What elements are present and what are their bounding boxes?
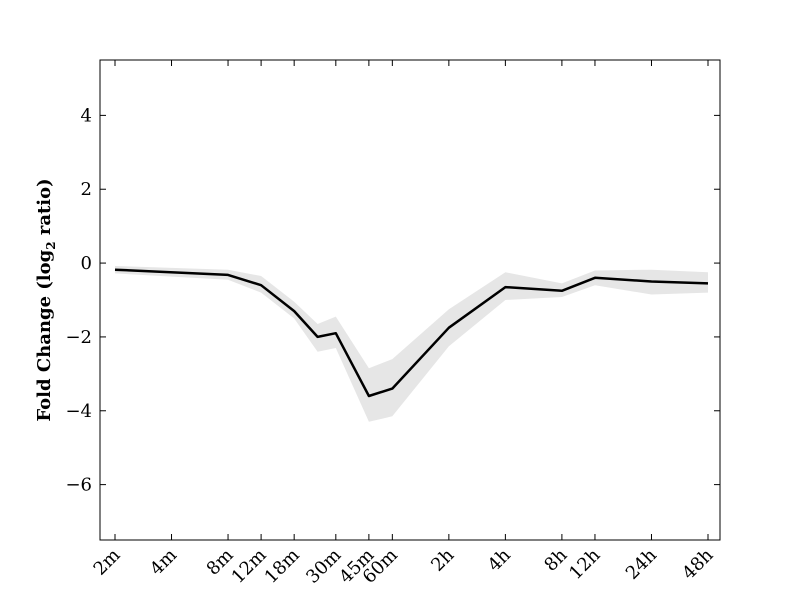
y-axis-label-main: Fold Change (log (34, 249, 55, 421)
confidence-band (115, 266, 708, 422)
x-tick-label: 18m (261, 545, 304, 588)
plot-frame (99, 59, 721, 541)
x-tick-label: 12m (228, 545, 271, 588)
x-tick-label: 2m (90, 545, 125, 580)
x-tick-label: 30m (302, 545, 345, 588)
y-tick-label: −6 (65, 475, 92, 496)
x-tick-label: 24h (622, 544, 662, 584)
y-axis-label: Fold Change (log2 ratio) (34, 178, 58, 421)
y-axis-label-tail: ratio) (34, 178, 55, 241)
x-tick-label: 12h (565, 544, 605, 584)
x-tick-label: 4h (484, 544, 515, 575)
y-tick-label: −2 (65, 327, 92, 348)
y-axis-ticks: 4 2 0 −2 −4 −6 (65, 105, 720, 496)
series-line (114, 268, 709, 398)
y-tick-label: 0 (81, 253, 92, 274)
x-tick-label: 48h (678, 544, 718, 584)
y-tick-label: −4 (65, 401, 92, 422)
y-axis-label-subscript: 2 (44, 241, 58, 249)
x-tick-label: 4m (146, 545, 181, 580)
x-tick-label: 2h (427, 544, 458, 575)
y-tick-label: 2 (81, 179, 92, 200)
y-tick-label: 4 (81, 105, 92, 126)
plot-area (114, 266, 709, 422)
